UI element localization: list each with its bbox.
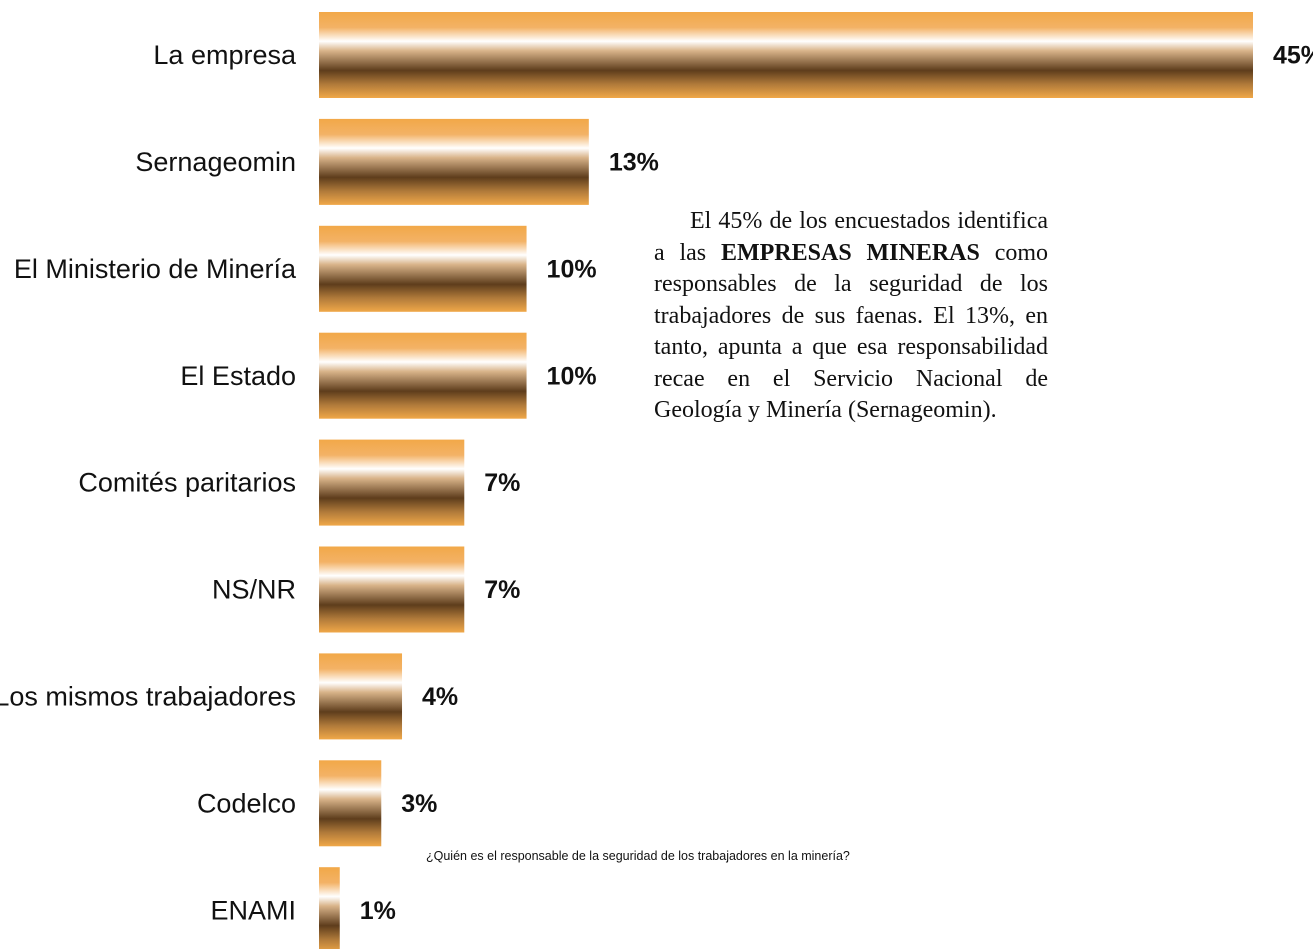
bar [319, 12, 1253, 98]
annotation-text: El 45% de los encuestados identifica a l… [654, 208, 1048, 266]
bar [319, 867, 340, 949]
category-label: Comités paritarios [78, 468, 296, 498]
annotation-bold: EMPRESAS MINERAS [720, 239, 980, 266]
category-label: NS/NR [212, 575, 296, 605]
bar [319, 546, 465, 633]
value-label: 4% [422, 683, 458, 711]
value-label: 10% [547, 255, 597, 283]
bar [319, 653, 403, 740]
value-label: 7% [484, 469, 520, 497]
bar [319, 118, 589, 205]
bar [319, 760, 382, 847]
category-label: La empresa [153, 40, 297, 70]
annotation-text: como responsables de la seguridad de los… [654, 239, 1049, 424]
value-label: 45% [1273, 42, 1313, 70]
bar [319, 225, 527, 312]
bar [319, 439, 465, 526]
category-label: Los mismos trabajadores [0, 682, 296, 712]
value-label: 7% [484, 576, 520, 604]
bar [319, 332, 527, 419]
chart-title: ¿Quién es el responsable de la seguridad… [426, 849, 850, 863]
value-label: 1% [360, 897, 396, 925]
value-label: 13% [609, 149, 659, 177]
category-label: Codelco [197, 788, 296, 818]
category-label: ENAMI [210, 895, 296, 925]
value-label: 10% [547, 362, 597, 390]
category-label: El Estado [180, 361, 296, 391]
annotation: El 45% de los encuestados identifica a l… [654, 206, 1048, 427]
category-label: El Ministerio de Minería [14, 254, 297, 284]
category-label: Sernageomin [135, 147, 296, 177]
value-label: 3% [401, 790, 437, 818]
